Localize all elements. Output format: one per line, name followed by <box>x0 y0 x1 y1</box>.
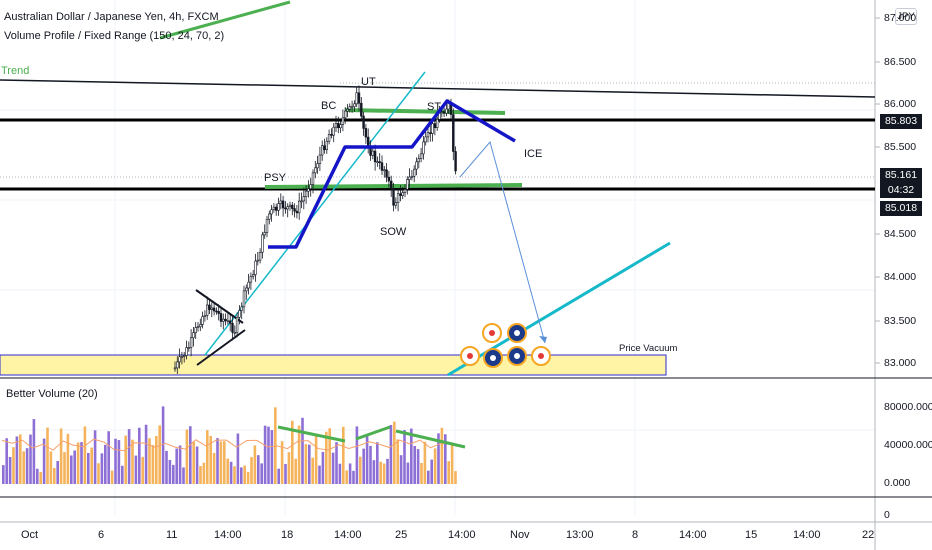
price-vacuum-zone[interactable] <box>0 354 667 376</box>
symbol-title[interactable]: Australian Dollar / Japanese Yen, 4h, FX… <box>4 11 219 23</box>
time-label: 14:00 <box>214 529 242 541</box>
time-label: Nov <box>510 529 530 541</box>
upper-trend-line[interactable] <box>159 0 291 40</box>
price-vacuum-label[interactable]: Price Vacuum <box>619 343 678 354</box>
time-label: 8 <box>632 529 639 541</box>
event-icon <box>531 346 551 366</box>
annotation-st[interactable]: ST <box>427 101 442 113</box>
volume-moving-average <box>1 438 451 452</box>
volume-bars <box>2 406 457 484</box>
price-axis-ticks <box>875 17 880 364</box>
trend-label[interactable]: Trend <box>1 65 30 77</box>
volume-axis-label: 40000.000 <box>884 439 932 451</box>
annotation-psy[interactable]: PSY <box>264 172 287 184</box>
projection-path[interactable] <box>459 140 546 344</box>
flag-icon <box>507 323 527 343</box>
wyckoff-path[interactable] <box>268 99 516 249</box>
cyan-trend-1[interactable] <box>204 71 426 356</box>
price-tag-support[interactable]: 85.018 <box>880 201 922 216</box>
price-label: 83.000 <box>884 357 917 369</box>
currency-button[interactable]: JPY <box>895 8 917 25</box>
time-label: 13:00 <box>566 529 594 541</box>
annotation-sow[interactable]: SOW <box>380 226 407 238</box>
volume-divergence-3[interactable] <box>395 429 466 449</box>
price-tag-current[interactable]: 85.161 <box>880 168 922 183</box>
volume-indicator-title[interactable]: Better Volume (20) <box>6 388 98 400</box>
time-label: 25 <box>395 529 408 541</box>
flag-icon <box>483 348 503 368</box>
annotation-bc[interactable]: BC <box>321 100 337 112</box>
flag-icon <box>507 346 527 366</box>
time-label: 22 <box>862 529 875 541</box>
volume-axis-label: 0.000 <box>884 477 911 489</box>
projection-arrowhead <box>539 336 547 343</box>
volume-axis-label: 80000.000 <box>884 401 932 413</box>
price-label: 85.500 <box>884 141 917 153</box>
annotation-ice[interactable]: ICE <box>524 148 543 160</box>
price-tag-resistance[interactable]: 85.803 <box>880 114 922 129</box>
time-label: 14:00 <box>334 529 362 541</box>
indicator-label[interactable]: Volume Profile / Fixed Range (150, 24, 7… <box>4 30 225 42</box>
price-label: 86.500 <box>884 56 917 68</box>
price-label: 86.000 <box>884 98 917 110</box>
time-label: Oct <box>21 529 39 541</box>
range-top-line[interactable] <box>344 108 506 115</box>
bottom-pane-label: 0 <box>884 509 890 521</box>
time-label: 6 <box>98 529 105 541</box>
time-label: 14:00 <box>793 529 821 541</box>
price-label: 84.000 <box>884 271 917 283</box>
price-label: 83.500 <box>884 315 917 327</box>
time-label: 11 <box>166 529 178 541</box>
descending-trend-line[interactable] <box>0 79 876 98</box>
volume-divergence-2[interactable] <box>355 425 391 441</box>
wedge-line-upper[interactable] <box>195 289 244 324</box>
time-label: 14:00 <box>679 529 707 541</box>
annotation-ut[interactable]: UT <box>361 76 376 88</box>
price-label: 87.000 <box>884 12 917 24</box>
event-icons[interactable] <box>460 323 551 368</box>
time-label: 14:00 <box>448 529 476 541</box>
event-icon <box>482 323 502 343</box>
event-icon <box>460 346 480 366</box>
candlestick-series <box>173 85 457 374</box>
time-label: 15 <box>745 529 758 541</box>
time-label: 18 <box>281 529 294 541</box>
price-label: 84.500 <box>884 228 917 240</box>
volume-divergence-1[interactable] <box>277 425 346 443</box>
bar-countdown: 04:32 <box>880 183 922 198</box>
